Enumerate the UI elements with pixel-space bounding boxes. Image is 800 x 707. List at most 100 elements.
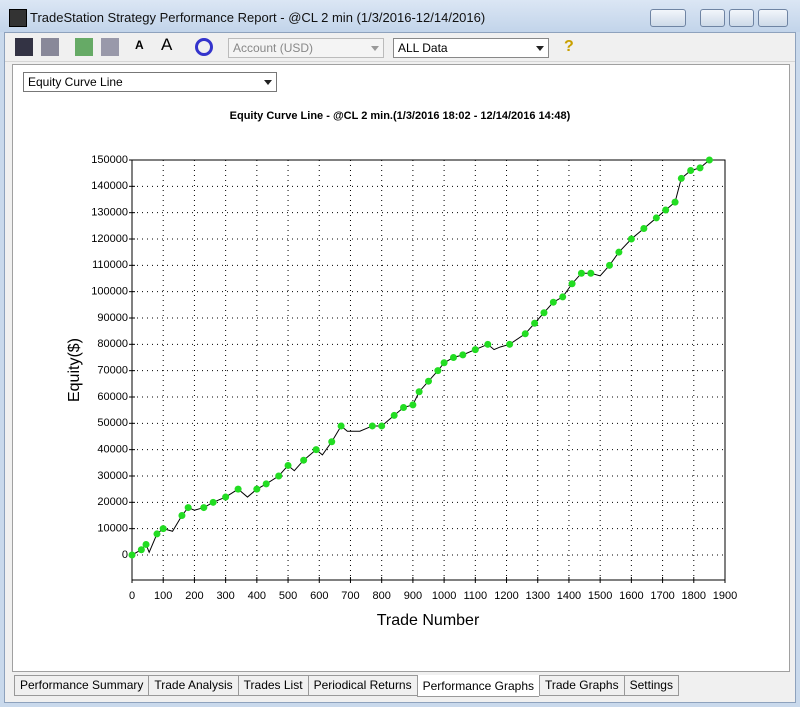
x-tick-label: 300 bbox=[216, 590, 234, 602]
new-high-marker bbox=[531, 319, 539, 327]
new-high-marker bbox=[606, 261, 614, 269]
new-high-marker bbox=[587, 269, 595, 277]
y-tick-label: 150000 bbox=[91, 154, 128, 166]
app-icon bbox=[9, 9, 27, 27]
new-high-marker bbox=[328, 438, 336, 446]
y-tick-label: 130000 bbox=[91, 207, 128, 219]
new-high-marker bbox=[434, 367, 442, 375]
new-high-marker bbox=[705, 156, 713, 164]
maximize-button[interactable] bbox=[729, 9, 754, 27]
x-tick-label: 1700 bbox=[650, 590, 674, 602]
new-high-marker bbox=[262, 480, 270, 488]
range-select[interactable]: ALL Data bbox=[393, 38, 549, 58]
y-tick-label: 80000 bbox=[97, 338, 128, 350]
x-tick-label: 1200 bbox=[494, 590, 518, 602]
chart: Equity Curve Line - @CL 2 min.(1/3/2016 … bbox=[66, 110, 737, 629]
x-tick-label: 700 bbox=[341, 590, 359, 602]
new-high-marker bbox=[549, 298, 557, 306]
account-select[interactable]: Account (USD) bbox=[228, 38, 384, 58]
new-high-marker bbox=[300, 456, 308, 464]
graph-selector[interactable]: Equity Curve Line bbox=[23, 72, 277, 92]
new-high-marker bbox=[662, 206, 670, 214]
new-high-marker bbox=[142, 540, 150, 548]
toolbar: A A Account (USD) ALL Data ? bbox=[5, 33, 795, 62]
y-tick-label: 20000 bbox=[97, 496, 128, 508]
title-bar: TradeStation Strategy Performance Report… bbox=[0, 0, 800, 32]
options-button[interactable] bbox=[101, 38, 119, 56]
target-button[interactable] bbox=[195, 38, 213, 56]
x-tick-label: 1400 bbox=[557, 590, 581, 602]
new-high-marker bbox=[506, 340, 514, 348]
new-high-marker bbox=[284, 461, 292, 469]
help-button[interactable]: ? bbox=[564, 38, 574, 55]
new-high-marker bbox=[159, 525, 167, 533]
tab[interactable]: Performance Graphs bbox=[416, 675, 539, 697]
new-high-marker bbox=[234, 485, 242, 493]
y-tick-label: 60000 bbox=[97, 391, 128, 403]
new-high-marker bbox=[577, 269, 585, 277]
x-tick-label: 200 bbox=[185, 590, 203, 602]
graph-selector-label: Equity Curve Line bbox=[28, 75, 123, 89]
x-tick-label: 1500 bbox=[588, 590, 612, 602]
new-high-marker bbox=[425, 377, 432, 385]
x-tick-label: 900 bbox=[404, 590, 422, 602]
new-high-marker bbox=[440, 359, 448, 367]
new-high-marker bbox=[640, 224, 648, 232]
new-high-marker bbox=[184, 504, 192, 512]
new-high-marker bbox=[368, 422, 376, 430]
tab[interactable]: Trades List bbox=[237, 675, 308, 696]
x-tick-label: 400 bbox=[248, 590, 266, 602]
tab[interactable]: Trade Analysis bbox=[148, 675, 238, 696]
new-high-marker bbox=[275, 472, 283, 480]
new-high-marker bbox=[378, 422, 386, 430]
new-high-marker bbox=[652, 214, 660, 222]
new-high-marker bbox=[178, 511, 186, 519]
plot-area bbox=[131, 159, 726, 581]
new-high-marker bbox=[521, 330, 529, 338]
restore-button[interactable] bbox=[650, 9, 686, 27]
x-tick-label: 1000 bbox=[432, 590, 456, 602]
new-high-marker bbox=[200, 504, 208, 512]
new-high-marker bbox=[409, 401, 417, 409]
smaller-font-button[interactable]: A bbox=[135, 38, 144, 52]
tab-strip: Performance Summary Trade Analysis Trades … bbox=[14, 675, 679, 697]
close-button[interactable] bbox=[758, 9, 788, 27]
y-tick-label: 140000 bbox=[91, 180, 128, 192]
refresh-button[interactable] bbox=[75, 38, 93, 56]
new-high-marker bbox=[687, 167, 695, 175]
save-button[interactable] bbox=[15, 38, 33, 56]
new-high-marker bbox=[484, 340, 492, 348]
new-high-marker bbox=[400, 404, 408, 412]
y-tick-label: 40000 bbox=[97, 444, 128, 456]
new-high-marker bbox=[449, 353, 457, 361]
new-high-marker bbox=[459, 351, 467, 359]
new-high-marker bbox=[390, 411, 398, 419]
new-high-marker bbox=[559, 293, 567, 301]
x-tick-label: 1800 bbox=[682, 590, 706, 602]
tab[interactable]: Periodical Returns bbox=[307, 675, 417, 696]
tab[interactable]: Performance Summary bbox=[14, 675, 149, 696]
y-tick-label: 50000 bbox=[97, 417, 128, 429]
y-tick-label: 100000 bbox=[91, 286, 128, 298]
minimize-button[interactable] bbox=[700, 9, 725, 27]
tab[interactable]: Settings bbox=[623, 675, 679, 696]
y-tick-label: 120000 bbox=[91, 233, 128, 245]
y-tick-label: 90000 bbox=[97, 312, 128, 324]
new-high-marker bbox=[540, 309, 548, 317]
new-high-marker bbox=[337, 422, 345, 430]
x-axis-label: Trade Number bbox=[377, 612, 480, 629]
y-tick-label: 110000 bbox=[92, 259, 128, 271]
x-tick-label: 0 bbox=[129, 590, 135, 602]
larger-font-button[interactable]: A bbox=[161, 35, 173, 54]
x-tick-label: 500 bbox=[279, 590, 297, 602]
new-high-marker bbox=[615, 248, 623, 256]
print-button[interactable] bbox=[41, 38, 59, 56]
y-axis-label: Equity($) bbox=[66, 338, 83, 402]
new-high-marker bbox=[568, 280, 576, 288]
x-tick-label: 1600 bbox=[619, 590, 643, 602]
new-high-marker bbox=[222, 493, 230, 501]
new-high-marker bbox=[627, 235, 635, 243]
chart-title: Equity Curve Line - @CL 2 min.(1/3/2016 … bbox=[230, 110, 571, 122]
window-title: TradeStation Strategy Performance Report… bbox=[30, 10, 486, 25]
tab[interactable]: Trade Graphs bbox=[539, 675, 624, 696]
